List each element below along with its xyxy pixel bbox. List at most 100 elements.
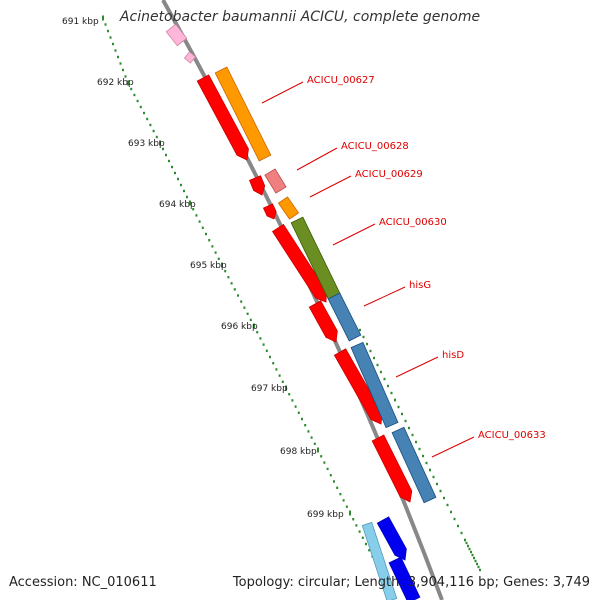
steelblue-cds-hisg[interactable] — [327, 292, 362, 342]
tick-dot — [467, 544, 469, 548]
tick-dot — [429, 468, 431, 472]
tick-dot — [278, 374, 281, 377]
tick-dot — [362, 335, 365, 339]
gene-label[interactable]: ACICU_00630 — [379, 217, 447, 228]
tick-dot — [224, 269, 227, 273]
tick-dot — [465, 541, 468, 545]
tick-dot — [380, 370, 382, 374]
tick-dot — [136, 99, 139, 103]
gene-label[interactable]: ACICU_00628 — [341, 141, 409, 152]
tick-label: 697 kbp — [251, 384, 288, 394]
gene-label[interactable]: ACICU_00629 — [355, 169, 423, 180]
tick-dot — [415, 440, 417, 444]
gene-label[interactable]: hisG — [409, 280, 431, 291]
tick-dot — [304, 424, 307, 427]
tick-label: 696 kbp — [221, 322, 258, 332]
tick-dot — [130, 87, 133, 91]
tick-dot — [186, 195, 188, 199]
red-cds-628[interactable] — [248, 175, 266, 196]
tick-dot — [237, 294, 239, 297]
red-cds-hisg[interactable] — [308, 300, 338, 343]
tick-dot — [425, 461, 428, 465]
gene-label[interactable]: ACICU_00633 — [478, 430, 546, 441]
tick-dot — [180, 183, 182, 187]
tick-dot — [117, 55, 119, 59]
tick-label: 698 kbp — [280, 447, 317, 457]
gene-label[interactable]: ACICU_00627 — [307, 75, 375, 86]
tick-dot — [119, 62, 122, 65]
tick-dot — [211, 245, 214, 248]
tick-dot — [394, 398, 396, 402]
blue-feature[interactable] — [388, 556, 421, 600]
tick-dot — [446, 503, 449, 507]
tick-dot — [345, 505, 348, 508]
gene-label-leader — [309, 175, 352, 198]
tick-label: 693 kbp — [128, 139, 165, 149]
orange-cds-627[interactable] — [214, 66, 272, 162]
blue-feature[interactable] — [376, 516, 407, 561]
tick-dot — [369, 349, 372, 353]
tick-dot — [171, 165, 173, 169]
tick-mark-major — [189, 200, 191, 206]
tick-dot — [149, 123, 152, 127]
tick-dot — [432, 475, 435, 479]
tick-dot — [227, 276, 230, 279]
tick-dot — [457, 524, 459, 528]
tick-dot — [183, 189, 185, 193]
tick-dot — [471, 553, 474, 557]
pink-feature[interactable] — [165, 23, 188, 47]
tick-dot — [404, 419, 407, 423]
tick-dot — [288, 393, 291, 396]
tick-dot — [411, 433, 414, 437]
orange-cds-629[interactable] — [277, 196, 300, 220]
tick-dot — [162, 147, 164, 151]
tick-dot — [208, 239, 211, 242]
tick-dot — [326, 467, 329, 471]
tick-dot — [473, 556, 475, 560]
tick-label: 691 kbp — [62, 17, 99, 27]
tick-dot — [262, 343, 265, 346]
steelblue-cds-633[interactable] — [391, 426, 437, 504]
tick-dot — [313, 442, 316, 445]
tick-dot — [109, 36, 112, 39]
tick-dot — [333, 480, 335, 483]
red-cds-630[interactable] — [271, 223, 327, 303]
tick-dot — [256, 331, 259, 334]
tick-dot — [112, 42, 114, 46]
tick-dot — [383, 377, 386, 381]
salmon-cds-628[interactable] — [264, 168, 287, 194]
tick-dot — [358, 530, 361, 533]
steelblue-cds-hisd[interactable] — [350, 341, 399, 429]
tick-dot — [246, 312, 249, 315]
tick-label: 692 kbp — [97, 78, 134, 88]
tick-mark-major — [102, 15, 104, 21]
gene-label-leader — [296, 147, 338, 171]
gene-label-leader — [431, 436, 475, 458]
red-cds-633[interactable] — [371, 434, 413, 503]
lightblue-feature[interactable] — [361, 521, 398, 600]
tick-dot — [418, 447, 421, 451]
tick-dot — [143, 111, 145, 115]
tick-mark-major — [127, 80, 129, 86]
tick-dot — [272, 362, 275, 365]
tick-dot — [233, 288, 236, 291]
tick-dot — [124, 75, 127, 78]
red-cds-627[interactable] — [196, 74, 249, 161]
tick-mark-major — [285, 385, 287, 391]
tick-dot — [479, 568, 481, 572]
gene-label[interactable]: hisD — [442, 350, 464, 361]
tick-dot — [205, 232, 207, 236]
tick-mark-major — [317, 447, 319, 453]
tick-dot — [460, 531, 463, 535]
red-cds-629[interactable] — [262, 203, 277, 220]
tick-dot — [368, 549, 371, 552]
tick-dot — [342, 499, 345, 502]
tick-dot — [352, 518, 355, 521]
pink-feature[interactable] — [183, 51, 197, 64]
tick-dot — [201, 226, 204, 229]
red-cds-hisd[interactable] — [333, 348, 383, 425]
tick-dot — [259, 337, 262, 340]
genome-summary-text: Topology: circular; Length: 3,904,116 bp… — [232, 575, 590, 590]
accession-text: Accession: NC_010611 — [9, 575, 157, 590]
